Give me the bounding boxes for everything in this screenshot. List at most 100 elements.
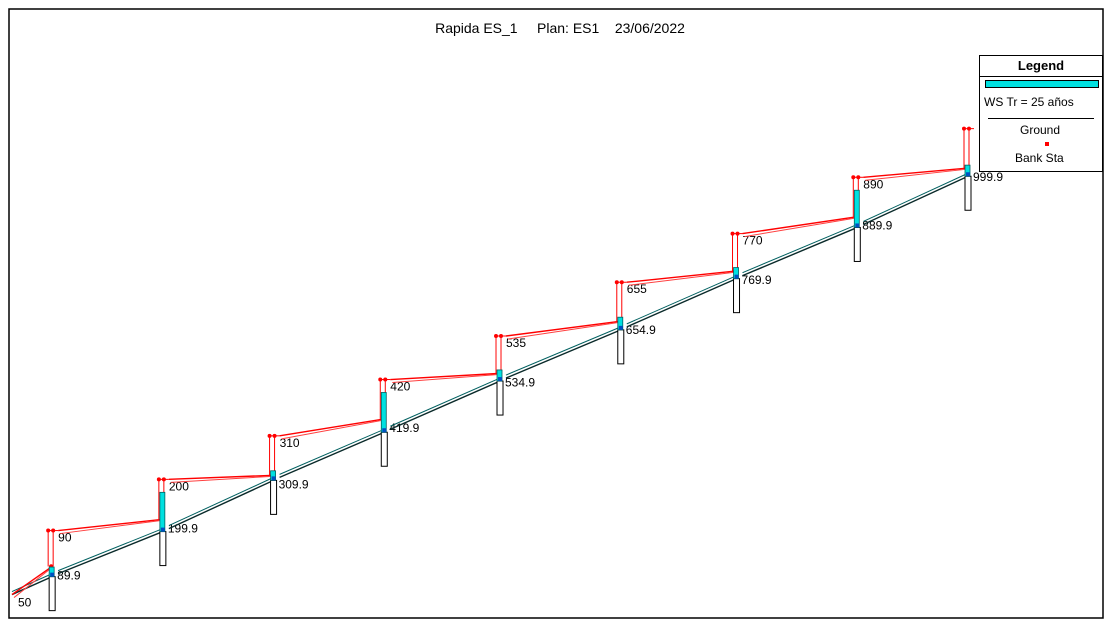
ws-line-7 [742,223,858,274]
station-label-lower-8: 999.9 [973,170,1003,184]
station-label-lower-7: 889.9 [862,219,892,233]
ws-line-6 [626,275,737,325]
bank-dot-ur-0 [51,528,56,533]
station-label-upper-7: 890 [863,177,883,191]
section-box-0 [48,576,56,612]
chart-title: Rapida ES_1 Plan: ES1 23/06/2022 [435,20,685,36]
station-label-lower-1: 199.9 [168,521,198,535]
bank-line2-3 [281,419,385,440]
station-label-upper-0: 90 [58,531,72,545]
ground-line-7 [742,226,858,277]
legend-divider [980,76,1102,77]
ws-marker-4 [498,377,503,382]
bank-dot-ul-0 [46,528,51,533]
plot-frame [8,8,1104,619]
bank-dot-ur-5 [619,280,624,285]
legend-label-bank: Bank Sta [1015,151,1064,165]
ws-marker-1 [160,527,165,532]
legend-label-ground: Ground [1020,123,1061,137]
bank-dot-ul-6 [730,231,735,236]
station-label-upper-4: 535 [506,336,526,350]
bank-line-4 [390,372,501,381]
station-label-upper-2: 310 [280,436,300,450]
ground-line-3 [279,431,385,479]
bank-dot-ur-4 [499,334,504,338]
station-label-upper-5: 655 [627,282,647,296]
section-box-8 [964,175,972,211]
ws-line-5 [505,326,621,376]
bank-dot-ur-2 [272,433,277,438]
legend-marker-bank [1045,142,1049,146]
bank-dot-ul-1 [156,477,161,482]
bank-line-1 [58,518,163,532]
bank-line-6 [626,270,737,283]
bank-line-0 [11,565,53,596]
bank-dot-ur-7 [856,175,861,180]
station-label-upper-1: 200 [169,479,189,493]
ws-line-2 [168,476,274,527]
ground-line-2 [168,479,274,530]
ws-marker-6 [734,274,739,279]
station-label-lower-2: 309.9 [279,477,309,491]
chart-marks: 50 90 89.9 200 199.9 310 309.9 420 419.9 535 534.9… [11,126,1003,612]
ground-line-8 [863,175,969,226]
legend-swatch-ws [985,80,1099,88]
ground-line-6 [626,278,737,328]
section-box-4 [496,380,504,416]
bank-dot-ul-2 [267,433,272,438]
bank-line-5 [505,320,621,337]
ws-marker-0 [50,572,55,577]
section-box-7 [853,226,861,262]
station-label-lower-5: 654.9 [626,323,656,337]
ws-line-4 [390,377,501,427]
legend-label-ws: WS Tr = 25 años [984,95,1074,109]
bank-dot-ul-4 [494,334,499,338]
section-box-6 [733,278,741,314]
bank-dot-ul-8 [962,126,966,131]
ws-column-7 [853,189,860,228]
bank-line2-2 [170,475,274,483]
ws-marker-8 [966,172,970,177]
ws-marker-5 [618,325,623,330]
bank-dot-ul-7 [851,175,856,180]
ws-column-1 [159,491,166,532]
section-box-3 [380,431,388,467]
bank-line-7 [742,216,858,235]
legend-line-ground [988,118,1094,119]
legend-title: Legend [1017,58,1065,73]
bank-line2-7 [744,217,858,238]
bank-line2-8 [865,168,969,181]
bank-dot-ur-8 [967,126,971,131]
station-label-lower-6: 769.9 [742,273,772,287]
legend: Legend WS Tr = 25 años Ground Bank Sta [979,55,1103,172]
station-label-upper-3: 420 [390,380,410,394]
ws-line-3 [279,428,385,475]
bank-line2-0 [13,567,53,598]
bank-dot-ul-3 [378,377,383,382]
section-box-5 [617,329,625,365]
section-box-1 [159,531,167,567]
station-label-lower-4: 534.9 [505,375,535,389]
bank-dot-ur-3 [383,377,388,382]
station-label-lower-0: 89.9 [57,568,81,582]
ground-line-5 [505,329,622,379]
bank-dot-ur-6 [735,231,740,236]
bank-line-2 [168,474,274,481]
bank-line-8 [863,167,969,178]
station-label-lower-3: 419.9 [389,421,419,435]
ws-marker-3 [382,428,387,433]
ws-marker-2 [271,476,276,481]
bank-line2-6 [628,271,737,286]
section-box-2 [270,479,278,515]
ws-line-0 [11,573,53,593]
ws-line-1 [57,528,164,572]
ws-line-8 [863,172,969,222]
ws-column-5 [617,316,624,331]
bank-line-3 [279,418,385,437]
ground-line-1 [57,530,164,575]
ws-column-3 [380,392,387,433]
ws-marker-7 [855,223,860,228]
station-label-upper-6: 770 [743,234,763,248]
station-label-start: 50 [18,596,32,610]
